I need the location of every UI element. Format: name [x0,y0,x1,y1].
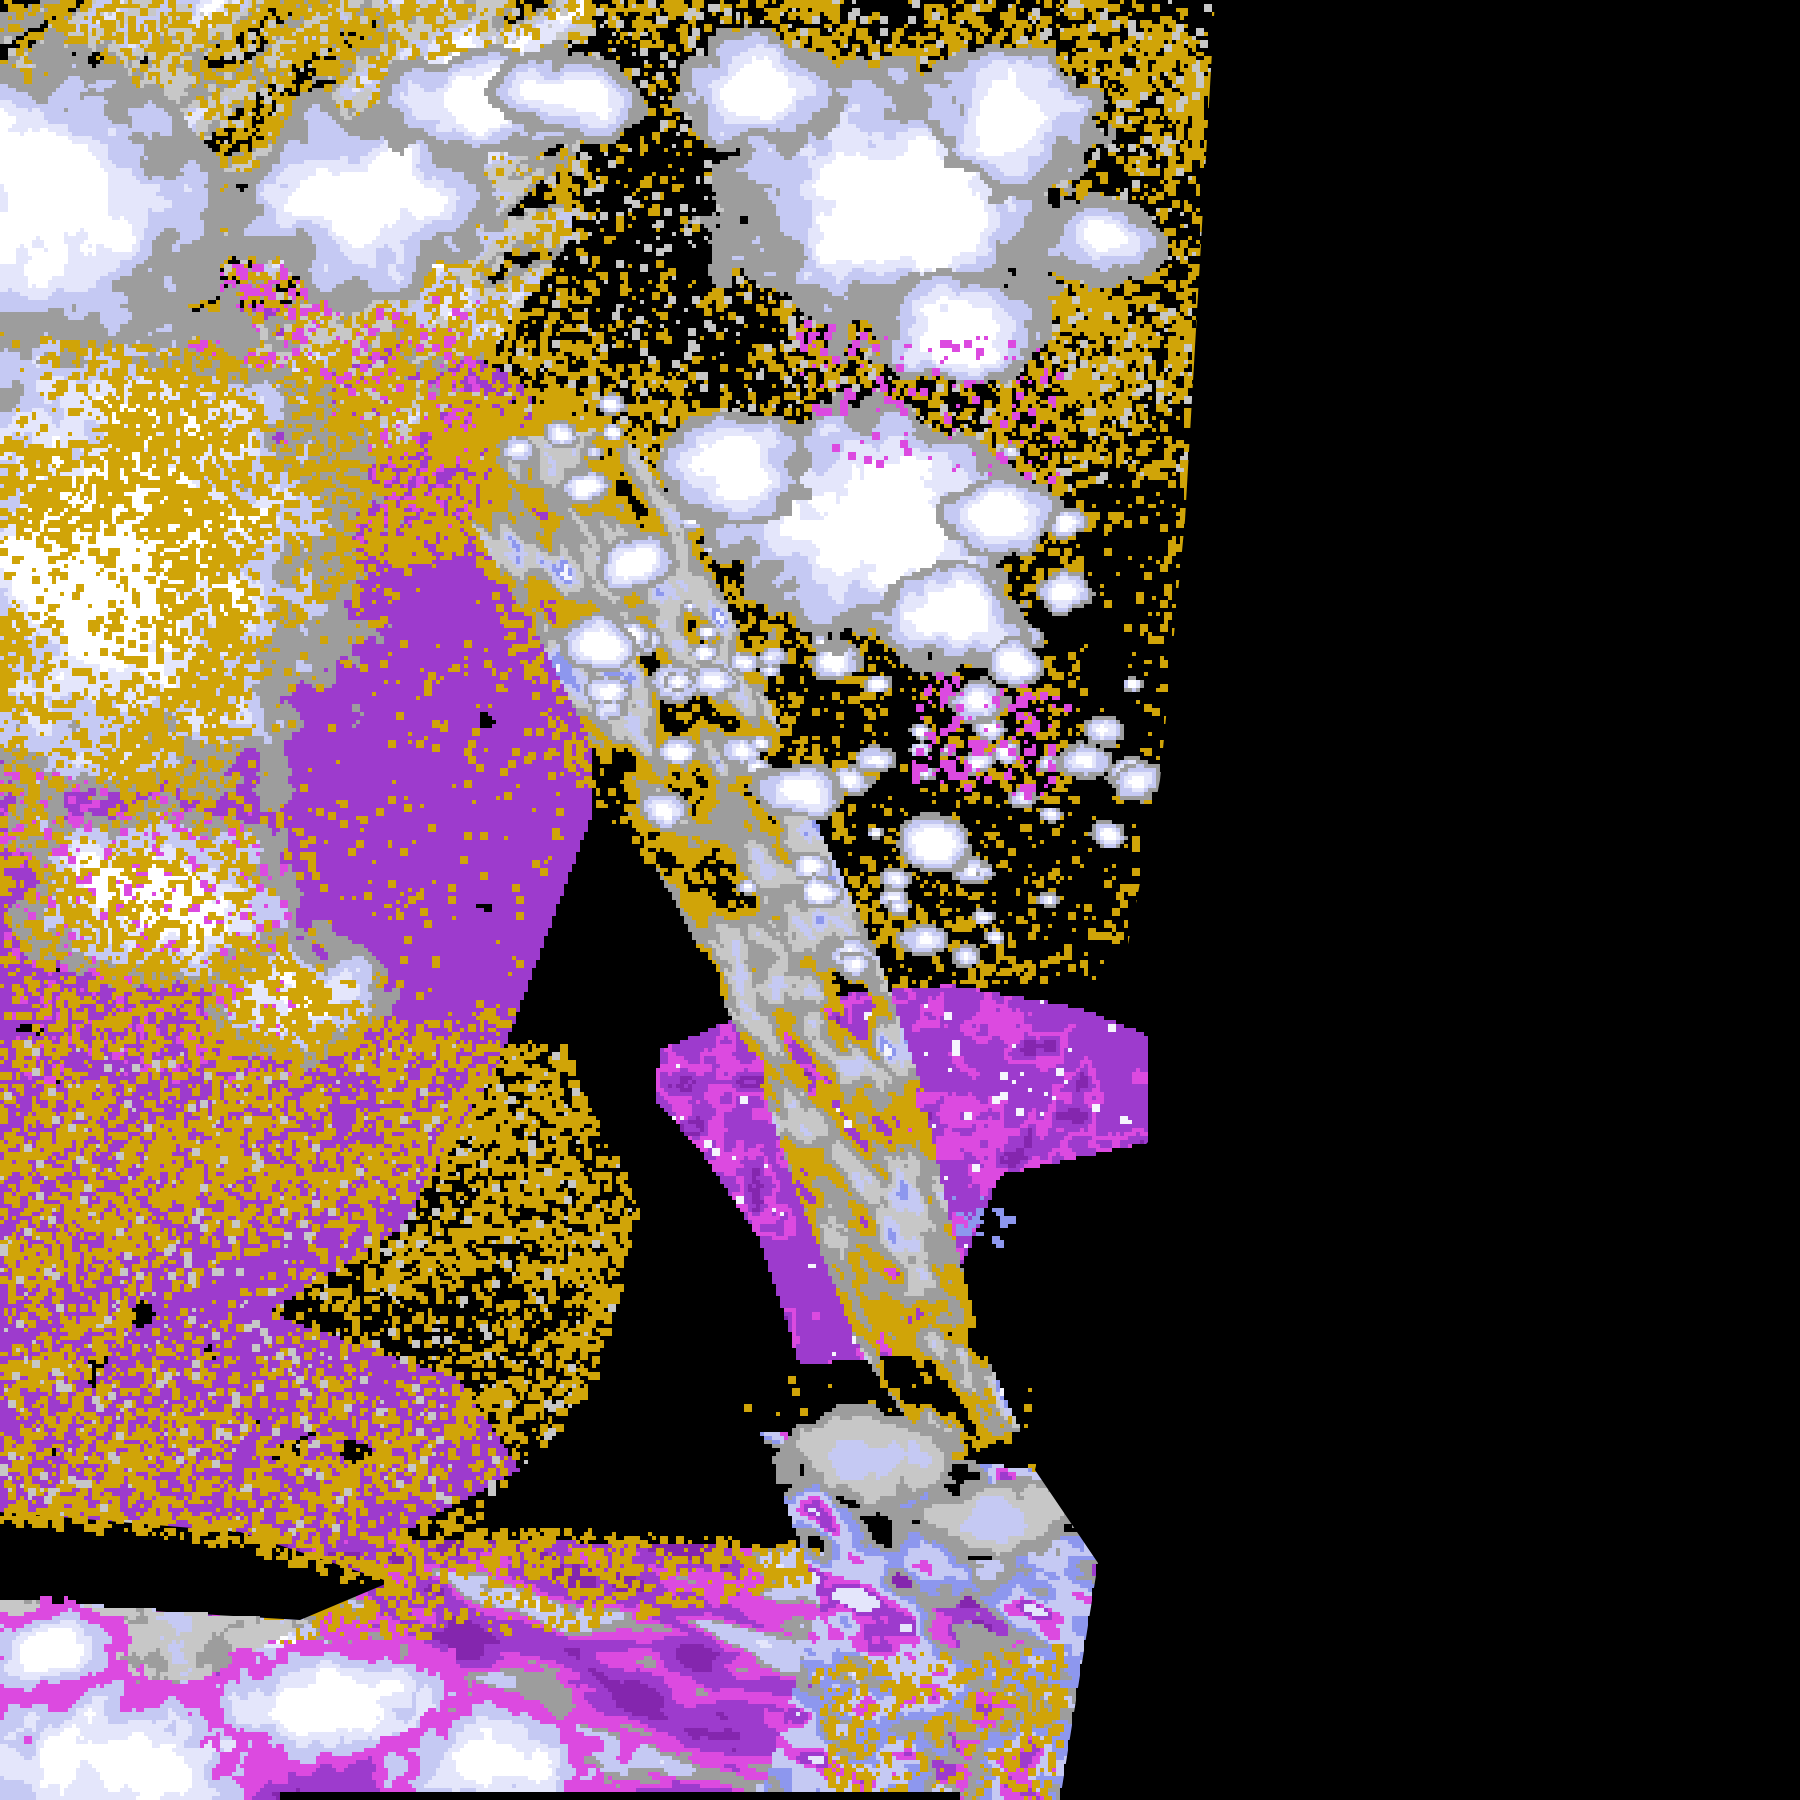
satellite-image-canvas [0,0,1800,1800]
satellite-image: False-color satellite cloud product: whi… [0,0,1800,1800]
